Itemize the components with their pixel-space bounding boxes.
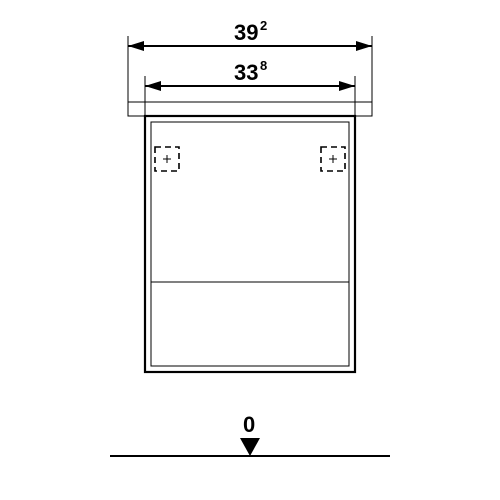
dim-inner-sup: 8	[260, 58, 267, 73]
cabinet	[128, 102, 372, 372]
datum-zero: 0	[243, 412, 255, 437]
datum: 0	[110, 412, 390, 456]
body-outer	[145, 116, 355, 372]
dimension-inner: 33 8	[145, 58, 355, 116]
bracket-left	[155, 147, 179, 171]
technical-drawing: 39 2 33 8 0	[0, 0, 500, 500]
top-plate	[128, 102, 372, 116]
dim-outer-sup: 2	[260, 18, 267, 33]
dim-inner-value: 33	[234, 60, 258, 85]
dim-outer-value: 39	[234, 20, 258, 45]
bracket-right	[321, 147, 345, 171]
datum-triangle	[240, 438, 260, 456]
body-inner	[151, 122, 349, 366]
